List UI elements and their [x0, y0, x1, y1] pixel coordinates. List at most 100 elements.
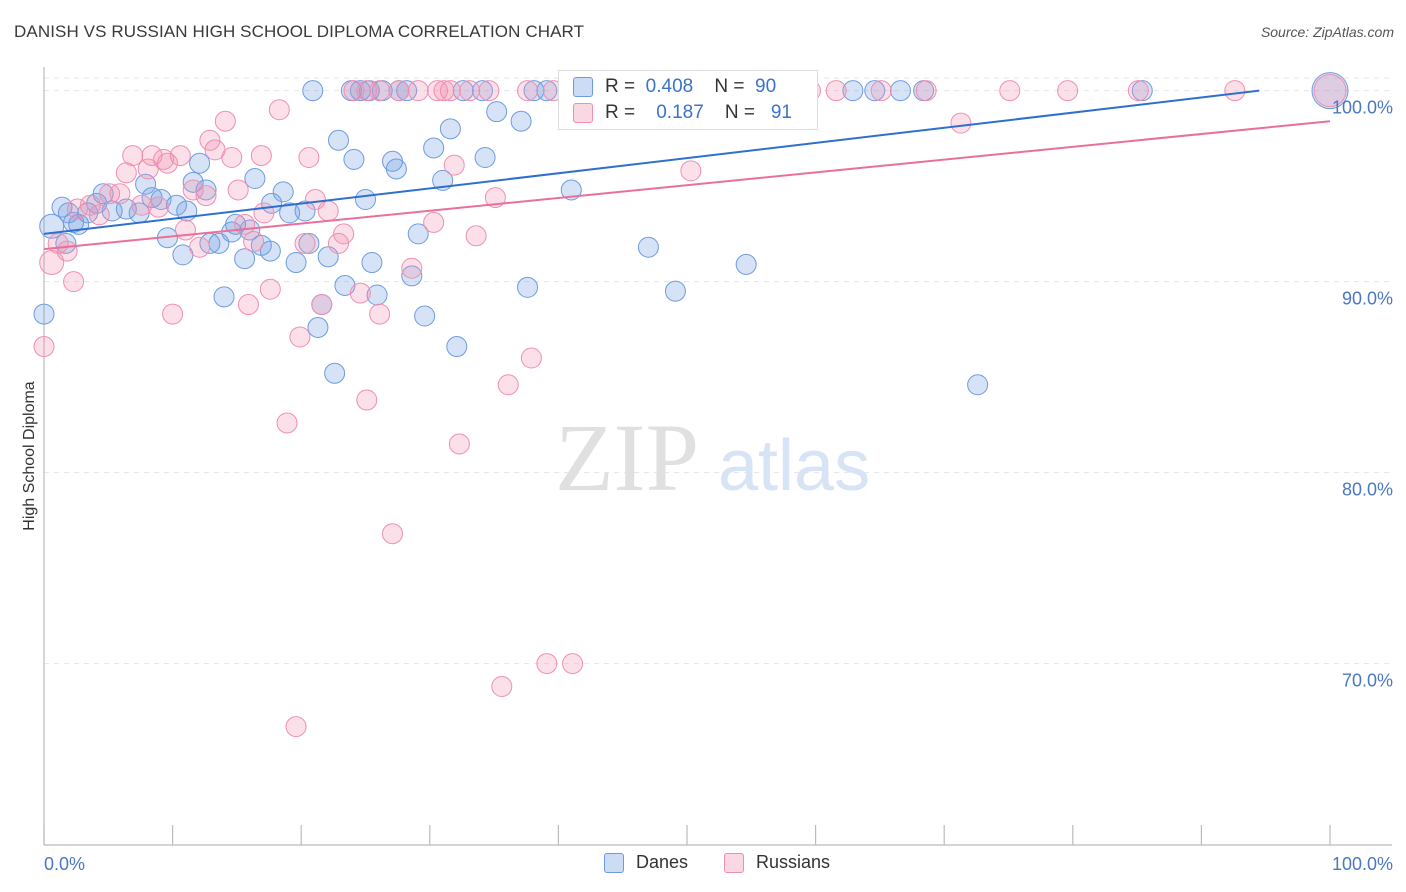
data-point: [401, 257, 423, 279]
data-point: [472, 80, 494, 102]
data-point: [366, 284, 388, 306]
data-point: [497, 374, 519, 396]
stats-swatch-danes: [573, 77, 593, 97]
data-point: [343, 80, 365, 102]
x-tick-label: 100.0%: [1332, 854, 1393, 874]
data-point: [517, 80, 539, 102]
data-point: [135, 173, 157, 195]
data-point: [1311, 72, 1349, 110]
stats-n-value: 90: [755, 76, 777, 97]
stats-swatch-russians: [573, 103, 593, 123]
data-point: [484, 187, 506, 209]
data-point: [189, 152, 211, 174]
data-point: [427, 80, 449, 102]
data-point: [182, 179, 204, 201]
data-point: [182, 171, 204, 193]
legend-label-russians: Russians: [756, 852, 831, 872]
data-point: [285, 252, 307, 274]
data-point: [664, 280, 686, 302]
stats-row-danes: R = 0.408 N = 90: [573, 75, 776, 99]
data-point: [56, 240, 78, 262]
stats-n-value: 91: [770, 102, 792, 123]
data-point: [510, 110, 532, 132]
data-point: [459, 80, 481, 102]
data-point: [289, 326, 311, 348]
data-point: [423, 211, 445, 233]
data-point: [174, 219, 196, 241]
data-point: [63, 271, 85, 293]
data-point: [250, 145, 272, 167]
data-point: [486, 101, 508, 123]
data-point: [520, 347, 542, 369]
data-point: [915, 80, 937, 102]
watermark-atlas: atlas: [718, 426, 870, 506]
legend-item-russians[interactable]: Russians: [724, 852, 830, 873]
axes: [43, 67, 1392, 846]
data-point: [889, 80, 911, 102]
data-point: [396, 80, 418, 102]
data-point: [333, 223, 355, 245]
data-point: [349, 80, 371, 102]
data-point: [199, 129, 221, 151]
data-point: [33, 336, 55, 358]
data-point: [244, 167, 266, 189]
data-point: [382, 523, 404, 545]
data-point: [227, 179, 249, 201]
data-point: [243, 231, 265, 253]
data-point: [137, 158, 159, 180]
data-point: [307, 316, 329, 338]
data-point: [268, 99, 290, 121]
data-point: [361, 252, 383, 274]
legend-swatch-russians: [724, 852, 744, 873]
data-point: [285, 716, 307, 738]
data-point: [334, 274, 356, 296]
data-point: [156, 152, 178, 174]
data-point: [279, 202, 301, 224]
data-point: [311, 294, 333, 316]
data-point: [999, 80, 1021, 102]
stats-r-value: 0.408: [645, 76, 694, 97]
data-point: [478, 80, 500, 102]
trend-line-danes: [43, 89, 1260, 235]
stats-box: R = 0.408 N = 90 R = 0.187 N = 91: [558, 70, 818, 130]
data-point: [1057, 80, 1079, 102]
data-point: [443, 154, 465, 176]
data-point: [864, 80, 886, 102]
data-point: [446, 336, 468, 358]
legend-item-danes[interactable]: Danes: [604, 852, 688, 873]
data-point: [327, 232, 349, 254]
data-point: [162, 303, 184, 325]
data-point: [169, 145, 191, 167]
data-point: [491, 675, 513, 697]
data-point: [131, 194, 153, 216]
data-point: [237, 294, 259, 316]
data-point: [560, 179, 582, 201]
data-point: [439, 80, 461, 102]
gridlines: [44, 77, 1392, 665]
data-point: [369, 80, 391, 102]
data-point: [1224, 80, 1246, 102]
data-point: [439, 118, 461, 140]
data-point: [562, 653, 584, 675]
data-point: [680, 160, 702, 182]
data-point: [407, 80, 429, 102]
data-point: [474, 146, 496, 168]
data-point: [298, 146, 320, 168]
data-point: [88, 204, 110, 226]
data-point: [109, 183, 131, 205]
data-point: [433, 80, 455, 102]
data-point: [407, 223, 429, 245]
data-point: [141, 145, 163, 167]
legend-label-danes: Danes: [636, 852, 689, 872]
legend: Danes Russians: [0, 852, 1406, 876]
data-point: [51, 196, 73, 218]
data-point: [153, 148, 175, 170]
legend-swatch-danes: [604, 852, 624, 873]
watermark: ZIP atlas: [555, 404, 870, 511]
data-point: [259, 240, 281, 262]
tick-labels: 70.0% 80.0% 90.0% 100.0% 0.0% 100.0%: [44, 98, 1393, 874]
watermark-zip: ZIP: [555, 404, 699, 511]
stats-r-label: R =: [605, 102, 636, 123]
data-point: [870, 80, 892, 102]
